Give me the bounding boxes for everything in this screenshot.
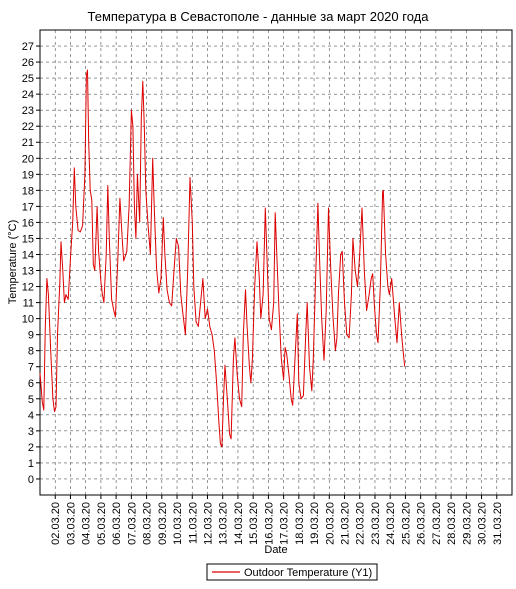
x-tick-label: 22.03.20 [355,502,367,545]
y-tick-label: 26 [22,57,34,69]
y-tick-label: 2 [28,442,34,454]
x-tick-label: 16.03.20 [263,502,275,545]
x-tick-label: 21.03.20 [340,502,352,545]
y-tick-label: 24 [22,89,34,101]
y-tick-label: 12 [22,282,34,294]
x-tick-label: 25.03.20 [400,502,412,545]
y-axis-label: Temperature (°C) [7,220,19,304]
x-tick-label: 07.03.20 [126,502,138,545]
x-tick-label: 10.03.20 [172,502,184,545]
y-tick-label: 17 [22,201,34,213]
y-tick-label: 27 [22,41,34,53]
y-tick-label: 22 [22,121,34,133]
chart-title: Температура в Севастополе - данные за ма… [88,9,430,24]
y-tick-label: 18 [22,185,34,197]
legend: Outdoor Temperature (Y1) [206,563,378,581]
grid [40,30,512,495]
y-tick-label: 7 [28,362,34,374]
y-tick-label: 3 [28,426,34,438]
y-tick-label: 9 [28,330,34,342]
x-tick-label: 19.03.20 [309,502,321,545]
x-tick-label: 09.03.20 [157,502,169,545]
y-tick-label: 8 [28,346,34,358]
y-tick-label: 4 [28,410,34,422]
y-tick-label: 6 [28,378,34,390]
x-axis: 02.03.20 03.03.20 04.03.20 05.03.20 06.03.20… [50,495,504,545]
x-tick-label: 05.03.20 [96,502,108,545]
x-tick-label: 06.03.20 [111,502,123,545]
x-tick-label: 08.03.20 [142,502,154,545]
y-tick-label: 20 [22,153,34,165]
x-tick-label: 29.03.20 [461,502,473,545]
y-tick-label: 0 [28,474,34,486]
x-tick-label: 12.03.20 [202,502,214,545]
y-tick-label: 13 [22,266,34,278]
y-tick-label: 5 [28,394,34,406]
x-tick-label: 02.03.20 [50,502,62,545]
x-tick-label: 14.03.20 [233,502,245,545]
y-tick-label: 15 [22,233,34,245]
plot-area [39,29,513,496]
y-axis: 0123456789101112131415161718192021222324… [22,41,40,486]
x-tick-label: 30.03.20 [477,502,489,545]
y-tick-label: 10 [22,314,34,326]
x-tick-label: 18.03.20 [294,502,306,545]
legend-box [206,563,378,581]
x-tick-label: 13.03.20 [218,502,230,545]
series-layer [39,69,406,448]
y-tick-label: 14 [22,249,34,261]
x-tick-label: 28.03.20 [446,502,458,545]
x-tick-label: 03.03.20 [65,502,77,545]
x-axis-label: Date [264,544,287,556]
x-tick-label: 11.03.20 [187,502,199,544]
x-tick-label: 27.03.20 [431,502,443,545]
y-tick-label: 11 [23,298,34,310]
y-tick-label: 25 [22,73,34,85]
y-tick-label: 16 [22,217,34,229]
series-line [39,69,406,448]
x-tick-label: 23.03.20 [370,502,382,545]
x-tick-label: 26.03.20 [416,502,428,545]
x-tick-label: 20.03.20 [324,502,336,545]
y-tick-label: 1 [28,458,34,470]
x-tick-label: 04.03.20 [81,502,93,545]
legend-label: Outdoor Temperature (Y1) [244,567,372,579]
x-tick-label: 31.03.20 [492,502,504,545]
x-tick-label: 24.03.20 [385,502,397,545]
x-tick-label: 15.03.20 [248,502,260,545]
y-tick-label: 19 [22,169,34,181]
y-tick-label: 23 [22,105,34,117]
y-tick-label: 21 [22,137,34,149]
x-tick-label: 17.03.20 [279,502,291,545]
